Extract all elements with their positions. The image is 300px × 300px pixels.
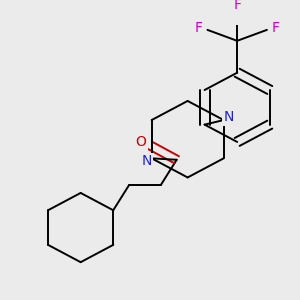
Text: F: F	[233, 0, 241, 12]
Text: F: F	[194, 21, 202, 35]
Text: N: N	[224, 110, 234, 124]
Text: O: O	[135, 136, 146, 149]
Text: F: F	[272, 21, 280, 35]
Text: N: N	[142, 154, 152, 168]
